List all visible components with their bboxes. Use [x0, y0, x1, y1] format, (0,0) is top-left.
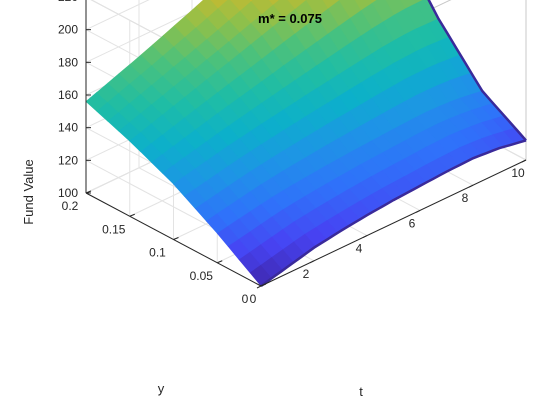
y-tick-label: 0: [242, 292, 249, 306]
x-tick: [362, 235, 368, 239]
chart-title: m* = 0.075: [258, 11, 322, 26]
z-tick-label: 180: [58, 55, 78, 69]
y-tick: [129, 213, 135, 217]
surface-patch: [268, 0, 280, 6]
x-tick-label: 0: [250, 292, 257, 306]
surface-front-edge: [260, 139, 527, 288]
x-tick: [521, 159, 527, 163]
x-tick-label: 2: [303, 267, 310, 281]
y-tick: [260, 283, 267, 287]
tick-labels: 024681000.050.10.150.2100120140160180200…: [58, 0, 525, 306]
y-tick: [217, 260, 223, 264]
grid-line: [85, 0, 150, 31]
z-tick-label: 140: [58, 121, 78, 135]
y-tick-label: 0.2: [62, 199, 79, 213]
y-tick-label: 0.1: [149, 246, 166, 260]
x-tick-label: 6: [409, 216, 416, 230]
y-tick: [173, 237, 179, 240]
y-tick-label: 0.15: [102, 222, 126, 236]
z-tick-label: 160: [58, 88, 78, 102]
z-tick-label: 200: [58, 23, 78, 37]
x-axis-line: [260, 159, 527, 287]
x-axis-label: t: [359, 384, 363, 399]
x-tick-label: 4: [356, 242, 363, 256]
surface-right-edge: [427, 0, 527, 142]
y-axis-label: y: [158, 381, 165, 396]
z-axis-label: Fund Value: [21, 159, 36, 225]
z-tick-label: 120: [58, 153, 78, 167]
y-tick-label: 0.05: [190, 269, 214, 283]
x-tick: [468, 184, 474, 188]
surface-mesh: [85, 0, 527, 288]
x-tick-label: 8: [462, 191, 469, 205]
z-tick-label: 100: [58, 186, 78, 200]
x-tick: [309, 260, 315, 264]
x-tick: [415, 209, 421, 213]
x-tick: [256, 285, 262, 289]
tick-marks: [85, 29, 527, 289]
x-tick-label: 10: [511, 166, 525, 180]
z-tick-label: 220: [58, 0, 78, 4]
